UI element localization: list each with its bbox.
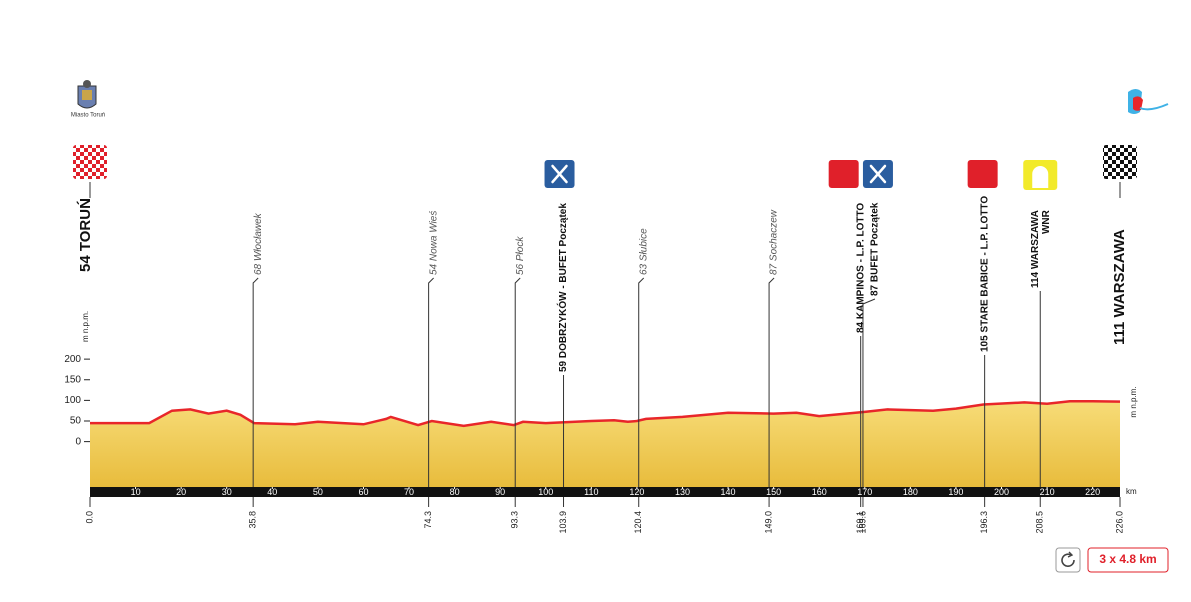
- kom-arch: [1032, 166, 1049, 188]
- x-tick-label: 170: [857, 487, 872, 497]
- sprint-icon: [967, 160, 998, 188]
- feed-icon: [544, 160, 575, 188]
- x-tick-label: 40: [267, 487, 277, 497]
- circuit-box: [1087, 547, 1169, 573]
- y-tick-label: 0: [75, 436, 81, 447]
- x-tick-label: 30: [222, 487, 232, 497]
- km-label: 120.4: [633, 511, 643, 534]
- km-label: 35.8: [248, 511, 258, 529]
- x-tick-label: 160: [812, 487, 827, 497]
- sponsor-logo: [1128, 89, 1169, 114]
- x-tick-label: 120: [629, 487, 644, 497]
- city-logo: [77, 80, 97, 109]
- y-axis-title: m n.p.m.: [81, 311, 90, 342]
- waypoint-name: 68 Włocławek: [253, 212, 264, 275]
- feed-cutlery: [551, 164, 568, 184]
- y-tick-label: 200: [64, 354, 81, 365]
- x-tick-label: 60: [358, 487, 368, 497]
- waypoint-name: 105 STARE BABICE - L.P. LOTTO: [979, 196, 990, 352]
- x-tick-label: 150: [766, 487, 781, 497]
- y-tick-label: 50: [70, 416, 82, 427]
- x-axis-title: km: [1126, 487, 1137, 496]
- x-tick-label: 10: [131, 487, 141, 497]
- km-label: 208.5: [1035, 511, 1045, 534]
- x-tick-label: 100: [538, 487, 553, 497]
- x-tick-label: 20: [176, 487, 186, 497]
- circuit-label: 3 x 4.8 km: [1099, 552, 1156, 566]
- logo-caption: Miasto Toruń: [71, 113, 105, 119]
- waypoint-name: 54 Nowa Wieś: [428, 211, 439, 275]
- waypoint-name: 63 Słubice: [638, 228, 649, 275]
- feed-cutlery: [869, 164, 887, 184]
- waypoint-name: 111 WARSZAWA: [1111, 229, 1128, 345]
- x-tick-label: 130: [675, 487, 690, 497]
- finish-flag: [1103, 145, 1137, 179]
- waypoint-line: [428, 277, 434, 487]
- loop-icon: [1055, 547, 1081, 573]
- km-label: 169.6: [857, 511, 867, 534]
- km-label: 93.3: [510, 511, 520, 529]
- x-tick-label: 110: [584, 487, 598, 497]
- x-tick-label: 140: [721, 487, 736, 497]
- x-tick-label: 50: [313, 487, 323, 497]
- km-label: 149.0: [763, 511, 773, 534]
- x-tick-label: 220: [1085, 487, 1100, 497]
- x-tick-label: 70: [404, 487, 414, 497]
- km-bar: [90, 487, 1120, 497]
- start-flag: [73, 145, 107, 179]
- waypoint-line: [252, 277, 259, 487]
- y-axis-title: m n.p.m.: [1129, 386, 1138, 417]
- km-label: 226.0: [1114, 511, 1124, 534]
- sprint-icon: [828, 160, 859, 188]
- x-tick-label: 210: [1040, 487, 1055, 497]
- x-tick-label: 90: [495, 487, 505, 497]
- feed-icon: [862, 160, 893, 188]
- km-label: 169.1: [855, 511, 865, 534]
- waypoint-line: [514, 277, 521, 487]
- km-label: 74.3: [423, 511, 433, 529]
- km-label: 103.9: [558, 511, 568, 534]
- profile-area: [90, 401, 1120, 487]
- waypoint-line: [862, 298, 876, 487]
- y-tick-label: 100: [64, 395, 81, 406]
- y-tick-label: 150: [64, 374, 81, 385]
- waypoint-name: 87 Sochaczew: [769, 209, 780, 275]
- waypoint-name: 54 TORUŃ: [77, 198, 94, 272]
- waypoint-name: 59 DOBRZYKÓW - BUFET Początek: [556, 203, 569, 372]
- waypoint-line: [768, 277, 775, 487]
- x-tick-label: 180: [903, 487, 918, 497]
- km-label: 196.3: [979, 511, 989, 534]
- x-tick-label: 190: [948, 487, 963, 497]
- waypoint-line: [638, 277, 645, 487]
- waypoint-note: WNR: [1041, 209, 1052, 234]
- waypoint-name: 56 Płock: [515, 236, 526, 275]
- x-tick-label: 80: [450, 487, 460, 497]
- kom-icon: [1023, 160, 1058, 190]
- km-label: 0.0: [84, 511, 94, 524]
- waypoint-name: 114 WARSZAWA: [1030, 210, 1041, 288]
- x-tick-label: 200: [994, 487, 1009, 497]
- waypoint-name: 84 KAMPINOS - L.P. LOTTO: [855, 203, 866, 333]
- profile-line: [90, 399, 1121, 428]
- waypoint-name: 87 BUFET Początek: [870, 202, 881, 296]
